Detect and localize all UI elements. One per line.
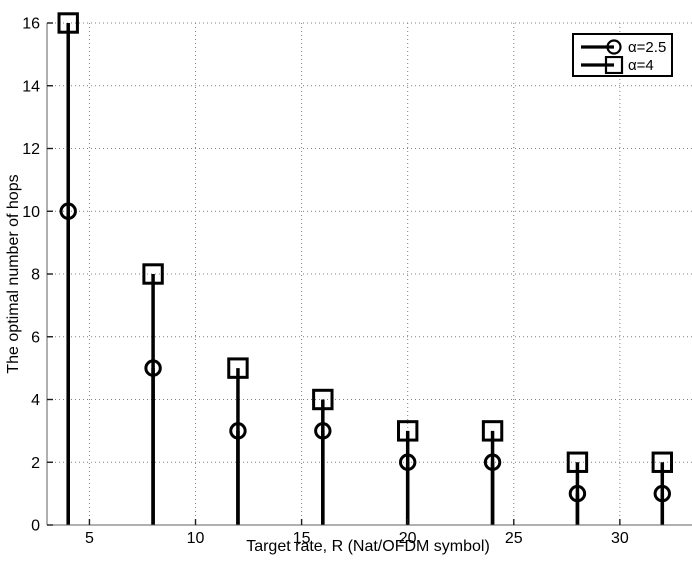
marker-square — [566, 451, 589, 473]
y-tick-label: 10 — [22, 204, 40, 221]
y-tick-label: 2 — [31, 455, 40, 472]
marker-circle — [144, 359, 162, 377]
x-tick-label: 5 — [85, 530, 94, 547]
marker-circle — [653, 484, 671, 503]
marker-square — [312, 388, 334, 411]
y-tick-label: 6 — [31, 329, 40, 346]
legend-circle-marker-icon — [606, 39, 622, 55]
x-tick-label: 30 — [611, 530, 629, 547]
y-tick-label: 16 — [22, 16, 40, 33]
marker-square — [57, 12, 79, 34]
x-tick-label: 15 — [293, 530, 311, 547]
y-tick-label: 0 — [31, 518, 40, 535]
marker-circle — [59, 202, 77, 220]
y-tick-label: 8 — [31, 267, 40, 284]
y-tick-label: 4 — [31, 392, 40, 409]
marker-circle — [568, 484, 587, 503]
x-tick-label: 10 — [187, 530, 205, 547]
marker-square — [142, 263, 164, 285]
y-tick-label: 12 — [22, 141, 40, 158]
legend: α=2.5 α=4 — [572, 33, 674, 77]
marker-circle — [314, 422, 332, 440]
marker-circle — [398, 453, 417, 471]
x-axis-label: Target rate, R (Nat/OFDM symbol) — [246, 538, 490, 555]
marker-circle — [229, 422, 247, 440]
legend-label: α=2.5 — [628, 38, 667, 56]
marker-square — [651, 451, 673, 473]
marker-square — [227, 357, 249, 379]
x-tick-label: 20 — [399, 530, 417, 547]
legend-label: α=4 — [628, 56, 654, 74]
marker-square — [396, 420, 419, 442]
marker-square — [481, 420, 504, 442]
legend-circle-sample-icon — [581, 39, 622, 55]
x-tick-label: 25 — [505, 530, 523, 547]
legend-square-sample-icon — [581, 56, 624, 74]
marker-circle — [483, 453, 502, 471]
legend-entry: α=2.5 — [580, 38, 666, 56]
y-axis-label: The optimal number of hops — [5, 174, 22, 374]
legend-entry: α=4 — [580, 56, 666, 74]
y-tick-label: 14 — [22, 78, 40, 95]
legend-square-marker-icon — [604, 56, 624, 74]
